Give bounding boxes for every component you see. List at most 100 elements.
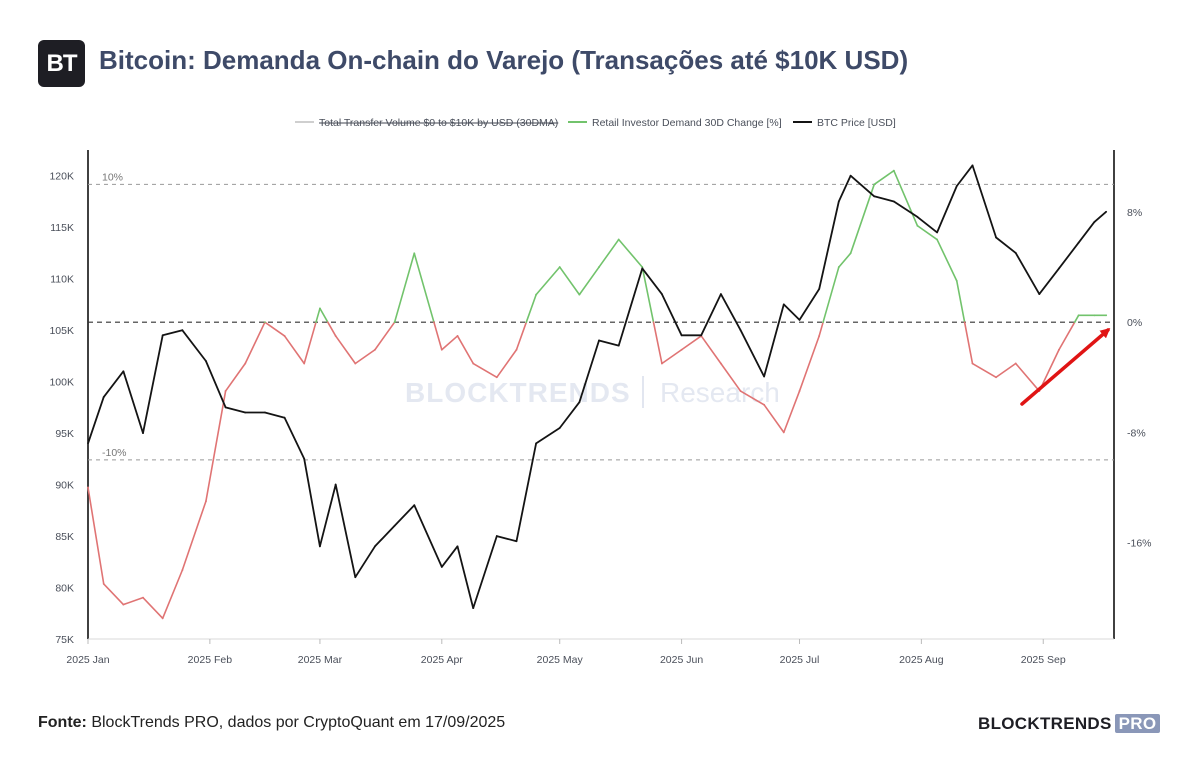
demand-line-segment — [354, 348, 376, 365]
btc-price-point — [1058, 267, 1060, 270]
btc-price-point — [617, 344, 620, 347]
btc-price-point — [995, 236, 997, 239]
btc-price-point — [971, 164, 974, 167]
reference-line-label: 10% — [102, 171, 123, 183]
demand-point — [283, 335, 286, 337]
btc-price-point — [849, 174, 852, 177]
demand-line-segment — [334, 335, 357, 365]
legend-label: BTC Price [USD] — [817, 117, 896, 129]
demand-line-segment — [122, 596, 144, 606]
demand-point — [122, 603, 125, 606]
legend-label: Total Transfer Volume $0 to $10K by USD … — [319, 117, 558, 129]
btc-price-point — [102, 396, 105, 398]
demand-line-segment — [102, 583, 125, 606]
btc-price-point — [374, 545, 376, 548]
demand-point — [161, 617, 164, 620]
btc-price-point — [181, 329, 184, 332]
btc-price-point — [283, 416, 286, 419]
demand-point — [739, 390, 742, 392]
demand-point — [892, 169, 895, 172]
x-tick-label: 2025 Jun — [660, 654, 703, 666]
demand-point — [936, 238, 939, 241]
demand-point — [798, 390, 801, 392]
btc-price-point — [244, 411, 247, 414]
right-tick-label: 0% — [1127, 317, 1142, 329]
btc-price-point — [719, 293, 722, 296]
x-tick-label: 2025 Jul — [780, 654, 820, 666]
plot-area — [87, 164, 1108, 620]
btc-price-point — [142, 432, 144, 435]
demand-point — [641, 266, 644, 268]
demand-line-segment — [798, 335, 820, 392]
demand-line-segment — [472, 362, 498, 379]
watermark: BLOCKTRENDS Research — [405, 376, 780, 408]
btc-price-point — [334, 483, 337, 486]
source-text: BlockTrends PRO, dados por CryptoQuant e… — [91, 714, 506, 731]
demand-point — [558, 266, 561, 268]
x-tick-label: 2025 May — [537, 654, 584, 666]
right-tick-label: -8% — [1127, 427, 1146, 439]
demand-line-segment — [374, 321, 396, 351]
demand-point — [955, 279, 958, 282]
x-tick-label: 2025 Feb — [188, 654, 233, 666]
left-tick-label: 105K — [49, 325, 74, 337]
watermark-left: BLOCKTRENDS — [405, 377, 631, 408]
demand-line-segment — [205, 390, 227, 503]
demand-point — [244, 362, 247, 365]
demand-line-segment — [720, 362, 742, 392]
btc-price-point — [1014, 252, 1017, 254]
demand-line-segment — [661, 348, 683, 365]
demand-line-segment — [303, 321, 317, 365]
demand-point — [818, 335, 821, 337]
btc-price-point — [161, 334, 164, 337]
demand-line-segment — [161, 569, 184, 620]
demand-line-segment — [283, 335, 306, 365]
btc-price-point — [263, 411, 266, 414]
demand-line-segment — [763, 404, 785, 434]
btc-price-point — [535, 442, 538, 445]
demand-line-segment — [496, 348, 518, 379]
demand-line-segment — [1058, 321, 1076, 351]
demand-point — [535, 293, 538, 296]
left-tick-label: 80K — [55, 583, 74, 595]
btc-price-point — [680, 334, 683, 337]
demand-line-segment — [963, 321, 974, 365]
demand-point — [413, 252, 416, 255]
left-tick-label: 75K — [55, 634, 74, 646]
demand-point — [263, 321, 266, 324]
annotation — [1020, 328, 1111, 406]
btc-price-point — [739, 329, 742, 332]
demand-point — [440, 348, 443, 351]
demand-line-segment — [598, 238, 620, 268]
btc-price-point — [303, 457, 306, 460]
demand-point — [1014, 362, 1017, 365]
chart-axes: 75K 80K 85K 90K 95K 100K 105K 110K 115K 120K 8% 0% -… — [49, 150, 1152, 666]
logo: BT — [38, 40, 85, 87]
btc-price-point — [456, 545, 459, 548]
demand-line-segment — [319, 307, 329, 323]
demand-line-segment — [893, 169, 919, 227]
reference-line-label: -10% — [102, 447, 127, 459]
demand-line-segment — [936, 238, 958, 282]
brand-logo: BLOCKTRENDS PRO — [978, 714, 1161, 734]
demand-line-segment — [916, 224, 938, 241]
demand-point — [916, 224, 919, 227]
demand-point — [142, 596, 144, 599]
btc-price-point — [661, 293, 663, 296]
demand-line-segment — [617, 238, 644, 268]
btc-price-point — [763, 375, 766, 378]
btc-price-point — [515, 540, 518, 543]
demand-point — [837, 266, 840, 268]
demand-line-segment — [652, 321, 663, 365]
demand-point — [1093, 314, 1096, 317]
demand-line-segment — [700, 335, 722, 365]
demand-line-segment — [1014, 362, 1041, 392]
demand-point — [849, 252, 852, 255]
btc-price-point — [873, 195, 876, 198]
btc-price-point — [319, 545, 321, 548]
left-tick-label: 90K — [55, 480, 74, 492]
btc-price-point — [916, 216, 919, 218]
left-tick-label: 115K — [50, 222, 74, 234]
demand-point — [719, 362, 722, 365]
